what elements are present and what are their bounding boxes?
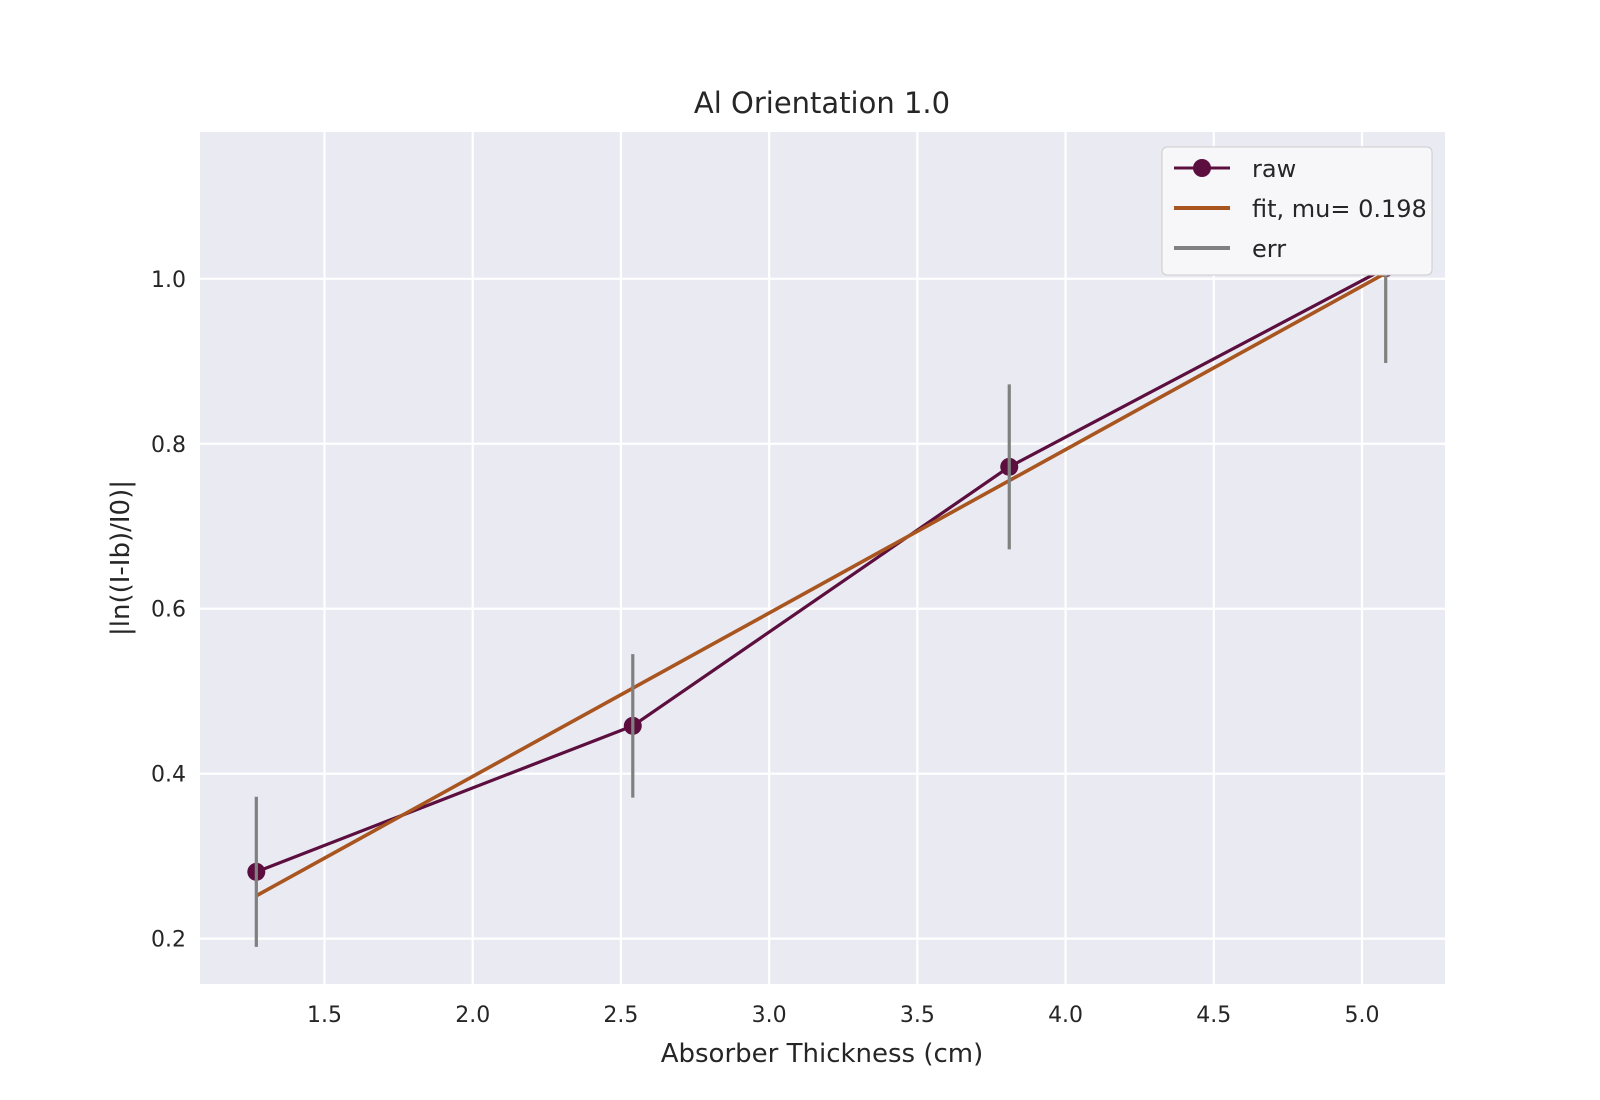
legend-box — [1161, 146, 1433, 276]
legend-raw-marker — [1193, 159, 1211, 177]
y-tick-label: 0.4 — [151, 763, 186, 788]
y-tick-label: 0.2 — [151, 928, 186, 953]
x-axis-label: Absorber Thickness (cm) — [661, 1039, 984, 1069]
x-tick-label: 5.0 — [1345, 1003, 1380, 1028]
y-axis-label: |ln((I-Ib)/I0)| — [106, 480, 136, 636]
y-tick-label: 0.8 — [151, 433, 186, 458]
x-tick-label: 4.5 — [1196, 1003, 1231, 1028]
x-tick-label: 4.0 — [1048, 1003, 1083, 1028]
x-tick-label: 2.0 — [455, 1003, 490, 1028]
y-tick-label: 1.0 — [151, 268, 186, 293]
legend-raw-label: raw — [1252, 155, 1296, 183]
raw-series-line — [255, 266, 1387, 874]
chart-title: Al Orientation 1.0 — [694, 86, 950, 120]
x-tick-labels: 1.5 2.0 2.5 3.0 3.5 4.0 4.5 5.0 — [307, 1003, 1380, 1028]
x-tick-label: 2.5 — [603, 1003, 638, 1028]
legend: raw fit, mu= 0.198 err — [1161, 146, 1433, 276]
x-tick-label: 3.5 — [900, 1003, 935, 1028]
x-tick-label: 1.5 — [307, 1003, 342, 1028]
fit-series-line — [255, 271, 1387, 898]
legend-err-label: err — [1252, 235, 1286, 263]
y-tick-label: 0.6 — [151, 598, 186, 623]
y-tick-labels: 0.2 0.4 0.6 0.8 1.0 — [151, 268, 186, 953]
legend-fit-label: fit, mu= 0.198 — [1252, 195, 1427, 223]
x-tick-label: 3.0 — [752, 1003, 787, 1028]
